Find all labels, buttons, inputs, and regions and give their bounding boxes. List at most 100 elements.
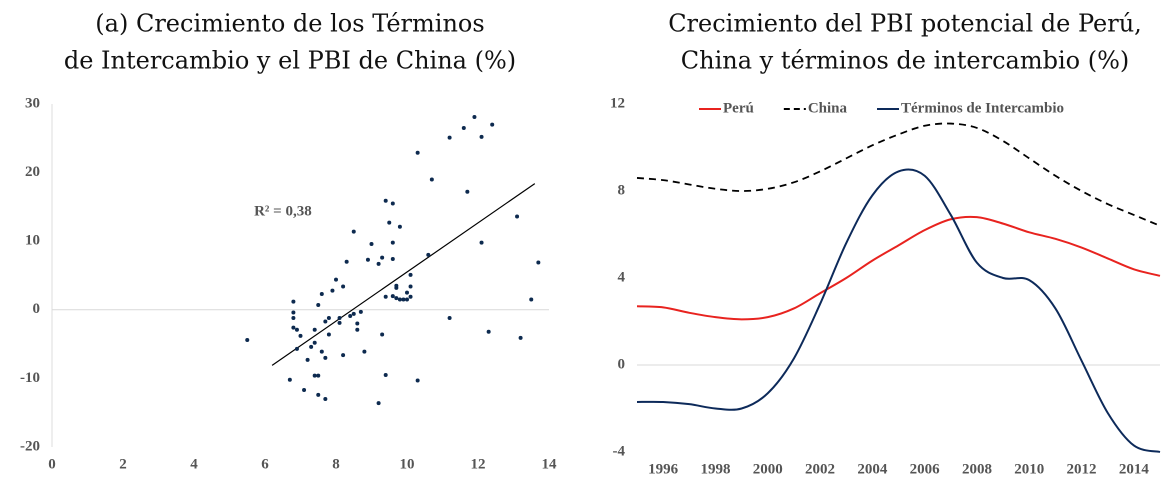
- point: [330, 288, 335, 293]
- point: [351, 229, 356, 234]
- legend-label: Términos de Intercambio: [901, 100, 1064, 116]
- y-tick-label: -4: [613, 443, 626, 459]
- point: [383, 372, 388, 377]
- point: [390, 257, 395, 262]
- point: [302, 388, 307, 393]
- x-tick-label: 2006: [910, 461, 941, 477]
- y-tick-label: 30: [25, 95, 40, 111]
- point: [309, 344, 314, 349]
- chart: Crecimiento del PBI potencial de Perú, Ch…: [610, 10, 1161, 477]
- point: [518, 335, 523, 340]
- point: [447, 135, 452, 140]
- trend-line: [271, 183, 536, 366]
- point: [479, 240, 484, 245]
- point: [337, 316, 342, 321]
- chart: (a) Crecimiento de los Términos de Interc…: [20, 10, 557, 473]
- x-tick-label: 1998: [700, 461, 730, 477]
- point: [380, 255, 385, 260]
- point: [529, 297, 534, 302]
- point: [287, 377, 292, 382]
- x-tick-label: 2004: [857, 461, 888, 477]
- point: [344, 259, 349, 264]
- point: [291, 316, 296, 321]
- point: [319, 349, 324, 354]
- point: [415, 378, 420, 383]
- legend-label: China: [808, 100, 848, 116]
- point: [369, 241, 374, 246]
- point: [294, 346, 299, 351]
- point: [405, 297, 409, 302]
- line-series: [636, 168, 1161, 453]
- point: [323, 396, 328, 401]
- x-tick-label: 2014: [1119, 461, 1150, 477]
- point: [472, 115, 477, 120]
- point: [429, 177, 434, 182]
- point: [312, 340, 317, 345]
- point: [348, 313, 353, 318]
- point: [376, 401, 381, 406]
- point: [515, 214, 520, 219]
- point: [351, 311, 356, 316]
- point: [245, 337, 250, 342]
- point: [334, 277, 338, 282]
- chart-title: de Intercambio y el PBI de China (%): [64, 47, 516, 75]
- x-tick-label: 12: [471, 456, 486, 472]
- x-tick-label: 2002: [805, 461, 835, 477]
- point: [390, 201, 395, 206]
- point: [294, 327, 299, 332]
- x-tick-label: 1996: [648, 461, 679, 477]
- y-tick-label: 10: [25, 233, 40, 249]
- point: [383, 294, 388, 299]
- x-tick-label: 2000: [753, 461, 783, 477]
- point: [298, 333, 303, 338]
- point: [394, 296, 399, 301]
- point: [397, 297, 402, 302]
- point: [337, 320, 342, 325]
- point: [341, 284, 346, 289]
- point: [461, 126, 466, 131]
- point: [397, 224, 402, 229]
- y-tick-label: 12: [610, 95, 625, 111]
- y-tick-label: 0: [33, 301, 41, 317]
- point: [358, 309, 363, 314]
- point: [291, 299, 296, 304]
- point: [323, 319, 328, 324]
- x-tick-label: 2008: [962, 461, 992, 477]
- x-tick-label: 2010: [1014, 461, 1044, 477]
- line-series: [636, 122, 1161, 227]
- point: [390, 240, 395, 245]
- point: [316, 302, 321, 307]
- point: [387, 220, 392, 225]
- point: [426, 252, 431, 257]
- point: [390, 294, 395, 299]
- y-tick-label: 8: [618, 182, 626, 198]
- point: [486, 329, 491, 334]
- point: [405, 290, 409, 295]
- x-tick-label: 2012: [1067, 461, 1097, 477]
- point: [479, 134, 484, 139]
- y-tick-label: 20: [25, 164, 40, 180]
- legend-label: Perú: [723, 100, 754, 116]
- point: [380, 332, 385, 337]
- chart-title: Crecimiento del PBI potencial de Perú,: [668, 10, 1142, 38]
- x-tick-label: 2: [119, 456, 127, 472]
- point: [326, 332, 331, 337]
- point: [355, 321, 360, 326]
- y-tick-label: 4: [618, 269, 626, 285]
- point: [312, 327, 317, 332]
- r-squared-label: R² = 0,38: [254, 203, 312, 219]
- point: [312, 373, 317, 378]
- point: [355, 327, 360, 332]
- point: [362, 349, 367, 354]
- point: [316, 392, 321, 397]
- point: [536, 260, 541, 265]
- point: [401, 297, 406, 302]
- x-tick-label: 4: [190, 456, 198, 472]
- point: [365, 257, 370, 262]
- point: [305, 357, 310, 362]
- point: [319, 292, 324, 297]
- point: [394, 283, 399, 288]
- point: [376, 261, 381, 266]
- chart-title: China y términos de intercambio (%): [681, 47, 1130, 75]
